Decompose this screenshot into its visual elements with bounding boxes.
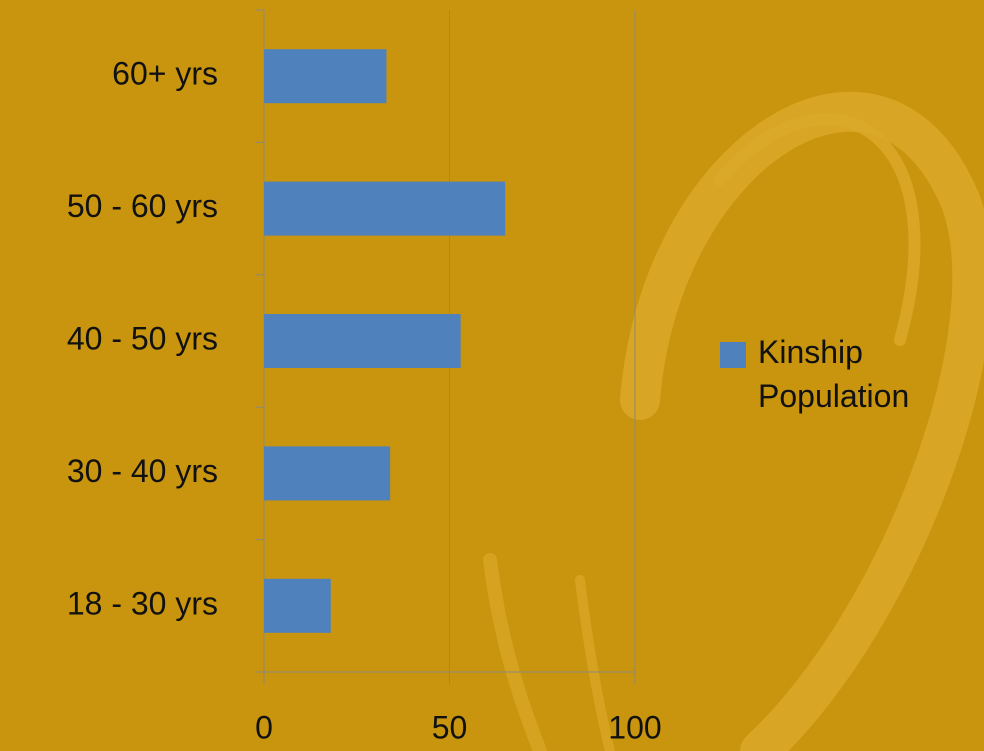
y-tick-label: 18 - 30 yrs bbox=[67, 585, 218, 621]
y-tick-label: 40 - 50 yrs bbox=[67, 320, 218, 356]
bar bbox=[264, 314, 461, 368]
background-swirl bbox=[490, 112, 972, 751]
legend-label: Kinship Population bbox=[758, 330, 978, 418]
plot-area: 0 50 100 18 - 30 yrs 30 - 40 yrs 40 - 50 yrs 5… bbox=[67, 10, 662, 745]
x-tick-label: 50 bbox=[432, 709, 468, 745]
bar bbox=[264, 49, 386, 103]
legend: Kinship Population bbox=[720, 330, 980, 418]
legend-swatch bbox=[720, 342, 746, 368]
y-tick-label: 60+ yrs bbox=[112, 56, 218, 92]
y-tick-label: 30 - 40 yrs bbox=[67, 453, 218, 489]
bar bbox=[264, 446, 390, 500]
x-tick-label: 100 bbox=[608, 709, 661, 745]
y-tick-label: 50 - 60 yrs bbox=[67, 188, 218, 224]
bar bbox=[264, 182, 505, 236]
bar bbox=[264, 579, 331, 633]
x-tick-label: 0 bbox=[255, 709, 273, 745]
page: {"chart_data": {"type": "bar", "orientat… bbox=[0, 0, 984, 751]
